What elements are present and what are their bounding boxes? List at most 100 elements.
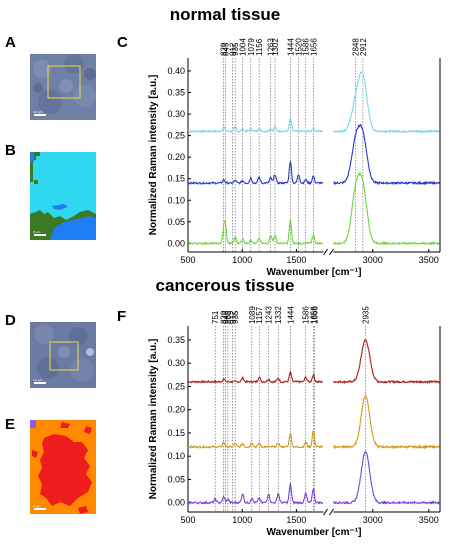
spectrum-line — [187, 115, 324, 134]
panel-letter-e: E — [5, 416, 16, 433]
peak-label: 1302 — [271, 38, 280, 56]
panel-letter-a: A — [5, 34, 16, 51]
peak-label: 1666 — [310, 306, 319, 324]
scale-bar — [34, 114, 46, 116]
y-axis-label: Normalized Raman intensity [a.u.] — [148, 75, 159, 236]
spectrum-line — [333, 339, 440, 385]
peak-label: 912 — [229, 310, 238, 324]
scale-bar — [34, 508, 46, 510]
y-tick-label: 0.30 — [167, 109, 185, 119]
x-tick-label: 3000 — [363, 255, 383, 265]
peak-label: 751 — [211, 310, 220, 324]
x-tick-label: 1000 — [232, 515, 252, 525]
y-tick-label: 0.05 — [167, 474, 185, 484]
x-tick-label: 3500 — [419, 255, 439, 265]
y-tick-label: 0.30 — [167, 358, 185, 368]
y-tick-label: 0.00 — [167, 238, 185, 248]
cancerous-tissue-title: cancerous tissue — [155, 276, 295, 295]
axis-break-mark — [329, 508, 334, 516]
scale-bar-label: 10 µm — [33, 110, 43, 114]
spectrum-line — [332, 450, 440, 505]
y-tick-label: 0.20 — [167, 405, 185, 415]
cluster-map-normal: 8 µm — [30, 152, 96, 240]
y-tick-label: 0.00 — [167, 498, 185, 508]
scale-bar — [34, 234, 46, 236]
peak-label: 1586 — [302, 38, 311, 56]
peak-label: 1656 — [309, 38, 318, 56]
scale-bar-label: 10 µm — [33, 378, 43, 382]
peak-label: 1444 — [286, 38, 295, 56]
axis-break-mark — [323, 248, 328, 256]
x-tick-label: 1500 — [286, 255, 306, 265]
x-tick-label: 1500 — [286, 515, 306, 525]
peak-label: 1243 — [265, 306, 274, 324]
cluster-map-cancerous-regions — [30, 420, 96, 514]
x-axis-label: Wavenumber [cm⁻¹] — [267, 527, 362, 538]
micrograph-normal-texture — [30, 54, 96, 120]
axis-break-mark — [329, 248, 334, 256]
peak-label: 1520 — [295, 38, 304, 56]
peak-label: 829 — [220, 42, 229, 56]
peak-label: 1157 — [255, 306, 264, 324]
y-tick-label: 0.40 — [167, 66, 185, 76]
peak-label: 935 — [231, 42, 240, 56]
micrograph-cancerous: 10 µm — [30, 322, 96, 388]
spectrum-line — [333, 71, 440, 134]
peak-label: 2848 — [352, 38, 361, 56]
peak-label: 1656 — [309, 306, 318, 324]
x-tick-label: 3500 — [419, 515, 439, 525]
y-tick-label: 0.35 — [167, 87, 185, 97]
scale-bar-label: 8 µm — [33, 230, 41, 234]
peak-label: 2935 — [361, 306, 370, 324]
panel-letter-b: B — [5, 142, 16, 159]
y-tick-label: 0.35 — [167, 335, 185, 345]
axis-break-mark — [323, 508, 328, 516]
micrograph-normal: 10 µm — [30, 54, 96, 120]
peak-label: 1004 — [239, 38, 248, 56]
y-tick-label: 0.05 — [167, 217, 185, 227]
x-tick-label: 3000 — [363, 515, 383, 525]
y-tick-label: 0.10 — [167, 451, 185, 461]
x-tick-label: 1000 — [232, 255, 252, 265]
spectrum-line — [187, 429, 324, 450]
spectrum-line — [333, 393, 440, 450]
spectrum-line — [333, 123, 440, 186]
spectrum-line — [333, 171, 440, 246]
micrograph-cancerous-texture — [30, 322, 96, 388]
peak-label: 845 — [221, 42, 230, 56]
peak-label: 1079 — [247, 38, 256, 56]
y-tick-label: 0.25 — [167, 381, 185, 391]
y-tick-label: 0.20 — [167, 152, 185, 162]
peak-label: 845 — [221, 310, 230, 324]
panel-letter-c: C — [117, 34, 128, 51]
peak-label: 1332 — [274, 306, 283, 324]
panel-letter-d: D — [5, 312, 16, 329]
scale-bar-label: 8 µm — [33, 504, 41, 508]
normal-tissue-title: normal tissue — [169, 5, 281, 24]
peak-label: 1263 — [267, 38, 276, 56]
spectrum-line — [187, 219, 324, 246]
cluster-map-cancerous: 8 µm — [30, 420, 96, 514]
y-tick-label: 0.10 — [167, 195, 185, 205]
peak-label: 935 — [231, 310, 240, 324]
x-axis-label: Wavenumber [cm⁻¹] — [267, 267, 362, 278]
peak-label: 1444 — [286, 306, 295, 324]
spectrum-line — [187, 160, 324, 186]
x-tick-label: 500 — [180, 255, 195, 265]
y-tick-label: 0.15 — [167, 428, 185, 438]
peak-label: 2912 — [359, 38, 368, 56]
y-tick-label: 0.25 — [167, 131, 185, 141]
x-tick-label: 500 — [180, 515, 195, 525]
peak-label: 1586 — [302, 306, 311, 324]
y-tick-label: 0.15 — [167, 174, 185, 184]
scale-bar — [34, 382, 46, 384]
y-axis-label: Normalized Raman intensity [a.u.] — [148, 339, 159, 500]
peak-label: 829 — [220, 310, 229, 324]
cluster-map-normal-regions — [30, 152, 96, 240]
spectrum-line — [187, 370, 323, 384]
panel-letter-f: F — [117, 308, 127, 325]
peak-label: 1156 — [255, 38, 264, 56]
peak-label: 1089 — [248, 306, 257, 324]
